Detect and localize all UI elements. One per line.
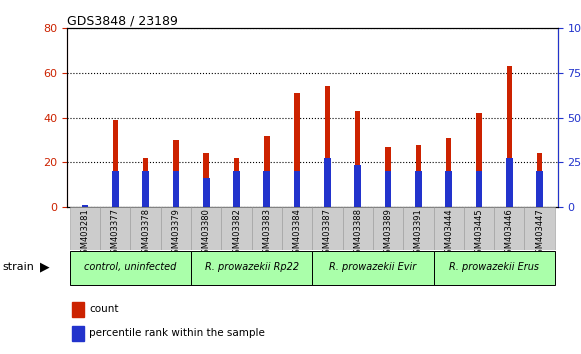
Text: GSM403384: GSM403384: [293, 209, 302, 259]
Bar: [354, 165, 361, 207]
Bar: [143, 158, 148, 207]
Text: GSM403447: GSM403447: [535, 209, 544, 259]
Text: GSM403383: GSM403383: [263, 209, 271, 259]
Bar: [71, 326, 84, 341]
Bar: [142, 171, 149, 207]
Bar: [476, 171, 482, 207]
Bar: [234, 158, 239, 207]
Bar: [70, 251, 191, 285]
Text: R. prowazekii Erus: R. prowazekii Erus: [449, 262, 539, 273]
Bar: [203, 154, 209, 207]
Text: control, uninfected: control, uninfected: [84, 262, 177, 273]
Text: GSM403377: GSM403377: [111, 209, 120, 259]
Text: GSM403281: GSM403281: [81, 209, 89, 259]
Bar: [191, 207, 221, 250]
Text: GSM403444: GSM403444: [444, 209, 453, 259]
Bar: [264, 136, 270, 207]
Bar: [325, 86, 330, 207]
Bar: [433, 251, 555, 285]
Bar: [233, 171, 240, 207]
Text: R. prowazekii Evir: R. prowazekii Evir: [329, 262, 417, 273]
Text: GSM403379: GSM403379: [171, 209, 181, 259]
Bar: [282, 207, 313, 250]
Bar: [313, 207, 343, 250]
Bar: [221, 207, 252, 250]
Bar: [403, 207, 433, 250]
Text: GSM403446: GSM403446: [505, 209, 514, 259]
Bar: [100, 207, 131, 250]
Bar: [173, 171, 180, 207]
Bar: [507, 66, 512, 207]
Bar: [252, 207, 282, 250]
Bar: [445, 171, 452, 207]
Text: GSM403380: GSM403380: [202, 209, 211, 259]
Text: strain: strain: [3, 262, 35, 272]
Bar: [83, 205, 88, 207]
Bar: [203, 178, 210, 207]
Bar: [294, 171, 300, 207]
Bar: [324, 158, 331, 207]
Bar: [161, 207, 191, 250]
Text: GSM403388: GSM403388: [353, 209, 362, 259]
Bar: [536, 171, 543, 207]
Bar: [464, 207, 494, 250]
Text: GSM403445: GSM403445: [475, 209, 483, 259]
Bar: [494, 207, 525, 250]
Bar: [173, 140, 178, 207]
Text: GSM403389: GSM403389: [383, 209, 393, 259]
Text: R. prowazekii Rp22: R. prowazekii Rp22: [205, 262, 299, 273]
Bar: [476, 113, 482, 207]
Bar: [525, 207, 555, 250]
Text: GSM403382: GSM403382: [232, 209, 241, 259]
Bar: [537, 154, 542, 207]
Bar: [113, 120, 118, 207]
Text: GDS3848 / 23189: GDS3848 / 23189: [67, 14, 178, 27]
Bar: [71, 302, 84, 317]
Bar: [385, 171, 392, 207]
Bar: [373, 207, 403, 250]
Text: GSM403387: GSM403387: [323, 209, 332, 259]
Bar: [313, 251, 433, 285]
Bar: [446, 138, 451, 207]
Bar: [415, 144, 421, 207]
Text: ▶: ▶: [40, 261, 49, 274]
Bar: [433, 207, 464, 250]
Bar: [264, 171, 270, 207]
Bar: [343, 207, 373, 250]
Bar: [355, 111, 360, 207]
Bar: [191, 251, 313, 285]
Bar: [70, 207, 100, 250]
Bar: [82, 205, 88, 207]
Bar: [112, 171, 119, 207]
Text: percentile rank within the sample: percentile rank within the sample: [89, 328, 265, 338]
Text: GSM403391: GSM403391: [414, 209, 423, 259]
Bar: [415, 171, 422, 207]
Bar: [506, 158, 512, 207]
Text: count: count: [89, 304, 119, 314]
Bar: [295, 93, 300, 207]
Bar: [131, 207, 161, 250]
Bar: [385, 147, 391, 207]
Text: GSM403378: GSM403378: [141, 209, 150, 259]
